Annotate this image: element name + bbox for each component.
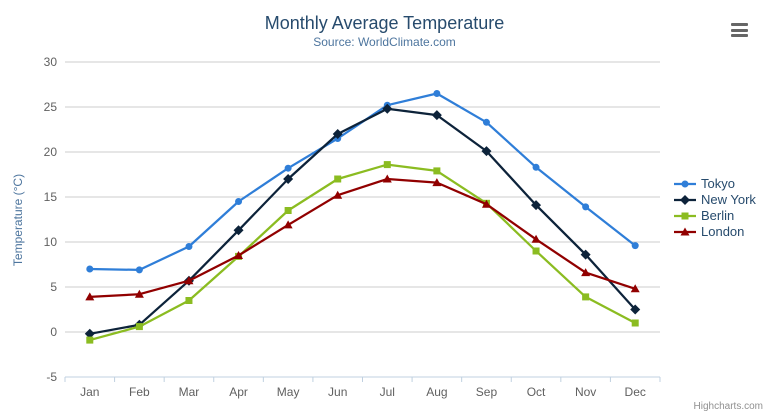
legend-marker-square-icon (674, 212, 696, 220)
x-tick-label: Mar (179, 385, 200, 399)
legend-label: New York (701, 192, 756, 207)
chart-title: Monthly Average Temperature (264, 13, 505, 33)
x-tick-label: Jun (328, 385, 347, 399)
y-tick-label: -5 (46, 370, 57, 384)
x-tick-label: Feb (129, 385, 150, 399)
x-tick-label: Apr (229, 385, 248, 399)
y-tick-label: 0 (50, 325, 57, 339)
y-tick-label: 20 (44, 145, 58, 159)
hamburger-bar (730, 28, 748, 32)
legend-item-tokyo[interactable]: Tokyo (674, 176, 756, 192)
legend-item-berlin[interactable]: Berlin (674, 208, 756, 224)
legend-label: London (701, 224, 745, 239)
series-new-york[interactable] (84, 103, 641, 339)
x-tick-label: Jul (380, 385, 395, 399)
series-tokyo[interactable] (86, 90, 639, 274)
legend-marker-diamond-icon (674, 195, 696, 205)
axes-layer: -5 0 5 10 15 20 25 30 Jan Feb Mar Apr May Jun Jul Aug Se… (44, 55, 661, 399)
hamburger-menu-icon (730, 23, 748, 37)
y-tick-label: 10 (44, 235, 58, 249)
legend-item-london[interactable]: London (674, 224, 756, 240)
x-tick-label: Oct (527, 385, 546, 399)
legend-label: Tokyo (701, 176, 735, 191)
hamburger-bar (730, 23, 748, 26)
legend: Tokyo New York Berlin London (674, 176, 756, 240)
y-tick-label: 5 (50, 280, 57, 294)
x-tick-label: May (277, 385, 300, 399)
export-menu-button[interactable] (728, 21, 750, 41)
x-tick-label: Nov (575, 385, 596, 399)
credits-link[interactable]: Highcharts.com (693, 401, 763, 412)
y-tick-label: 15 (44, 190, 58, 204)
hamburger-bar (730, 34, 748, 37)
legend-label: Berlin (701, 208, 735, 223)
legend-marker-triangle-icon (674, 227, 696, 236)
gridlines-layer (65, 61, 660, 378)
legend-marker-circle-icon (674, 180, 696, 188)
y-axis-title: Temperature (°C) (11, 174, 25, 266)
x-tick-label: Aug (426, 385, 447, 399)
series-london[interactable] (85, 174, 640, 301)
x-tick-label: Jan (80, 385, 99, 399)
legend-item-new-york[interactable]: New York (674, 192, 756, 208)
y-tick-label: 30 (44, 55, 58, 69)
x-tick-label: Dec (625, 385, 646, 399)
chart-subtitle: Source: WorldClimate.com (313, 35, 456, 49)
series-layer[interactable] (84, 90, 641, 344)
y-tick-label: 25 (44, 100, 58, 114)
x-tick-label: Sep (476, 385, 498, 399)
